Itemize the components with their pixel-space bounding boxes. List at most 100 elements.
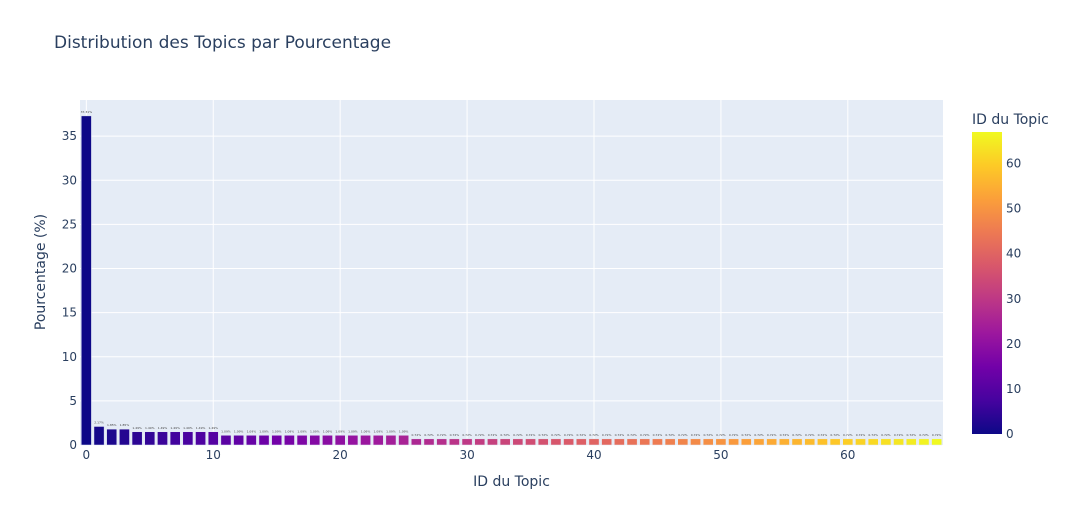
- bar-label-topic-37: 0.72%: [551, 433, 561, 437]
- bar-label-topic-19: 1.09%: [323, 429, 333, 433]
- bar-label-topic-23: 1.09%: [373, 429, 383, 433]
- bar-label-topic-15: 1.09%: [272, 429, 282, 433]
- bar-label-topic-43: 0.72%: [627, 433, 637, 437]
- bar-topic-67: [931, 438, 942, 446]
- bar-topic-45: [652, 438, 663, 446]
- bar-label-topic-29: 0.72%: [450, 433, 460, 437]
- bar-topic-32: [487, 438, 498, 446]
- bar-label-topic-39: 0.72%: [577, 433, 587, 437]
- bar-label-topic-35: 0.72%: [526, 433, 536, 437]
- bar-label-topic-54: 0.72%: [767, 433, 777, 437]
- colorbar-tick-label: 0: [1006, 427, 1014, 441]
- bar-label-topic-65: 0.72%: [907, 433, 917, 437]
- bar-label-topic-26: 0.72%: [412, 433, 422, 437]
- y-tick-label: 10: [62, 350, 77, 364]
- colorbar-tick-label: 40: [1006, 247, 1021, 261]
- bar-label-topic-56: 0.72%: [792, 433, 802, 437]
- bar-label-topic-9: 1.49%: [196, 426, 206, 430]
- bar-topic-5: [144, 431, 156, 446]
- bar-label-topic-24: 1.09%: [386, 429, 396, 433]
- bar-label-topic-4: 1.49%: [132, 426, 142, 430]
- bar-topic-18: [309, 435, 321, 446]
- bar-label-topic-25: 1.09%: [399, 429, 409, 433]
- bar-topic-38: [563, 438, 574, 446]
- bar-label-topic-33: 0.72%: [500, 433, 510, 437]
- bar-label-topic-36: 0.72%: [538, 433, 548, 437]
- bar-label-topic-47: 0.72%: [678, 433, 688, 437]
- bar-label-topic-12: 1.09%: [234, 429, 244, 433]
- plot-background: [80, 100, 943, 445]
- bar-label-topic-60: 0.72%: [843, 433, 853, 437]
- bar-topic-31: [474, 438, 486, 446]
- bar-topic-60: [842, 438, 854, 446]
- colorbar-tick-label: 60: [1006, 157, 1021, 171]
- x-tick-label: 20: [333, 448, 348, 462]
- x-tick-label: 0: [83, 448, 91, 462]
- y-axis-ticks: 0 5 10 15 20 25 30 35: [62, 129, 77, 452]
- bar-topic-6: [157, 431, 168, 446]
- bar-topic-59: [829, 438, 841, 446]
- bar-topic-58: [817, 438, 828, 446]
- bar-topic-19: [322, 435, 333, 446]
- bar-label-topic-28: 0.72%: [437, 433, 447, 437]
- bar-topic-28: [436, 438, 448, 446]
- bar-label-topic-53: 0.72%: [754, 433, 764, 437]
- bar-topic-29: [449, 438, 460, 446]
- bar-label-topic-66: 0.72%: [919, 433, 929, 437]
- bar-topic-44: [639, 438, 651, 446]
- bar-topic-24: [385, 435, 397, 446]
- y-tick-label: 0: [69, 438, 77, 452]
- bar-topic-8: [182, 431, 194, 446]
- bar-label-topic-58: 0.72%: [818, 433, 828, 437]
- bar-topic-2: [106, 428, 118, 446]
- y-axis-title: Pourcentage (%): [33, 214, 49, 330]
- bar-label-topic-3: 1.85%: [120, 423, 130, 427]
- bar-topic-22: [360, 435, 371, 446]
- bar-label-topic-30: 0.72%: [462, 433, 472, 437]
- bar-topic-0: [81, 115, 92, 446]
- bar-topic-43: [626, 438, 638, 446]
- bar-label-topic-22: 1.09%: [361, 429, 371, 433]
- bar-topic-54: [766, 438, 777, 446]
- bar-label-topic-55: 0.72%: [780, 433, 790, 437]
- bar-topic-3: [119, 428, 130, 446]
- bar-topic-23: [372, 435, 384, 446]
- bar-topic-16: [284, 435, 295, 446]
- gridlines: [80, 100, 943, 445]
- bar-topic-64: [893, 438, 904, 446]
- bar-label-topic-67: 0.72%: [932, 433, 942, 437]
- x-axis-title: ID du Topic: [473, 474, 550, 490]
- bar-topic-25: [398, 435, 409, 446]
- y-tick-label: 25: [62, 217, 77, 231]
- bar-topic-39: [575, 438, 587, 446]
- bar-topic-53: [753, 438, 765, 446]
- bar-label-topic-42: 0.72%: [615, 433, 625, 437]
- bar-label-topic-17: 1.09%: [297, 429, 307, 433]
- bar-label-topic-5: 1.49%: [145, 426, 155, 430]
- bar-topic-21: [347, 435, 359, 446]
- y-tick-label: 15: [62, 306, 77, 320]
- bar-label-topic-50: 0.72%: [716, 433, 726, 437]
- colorbar-title: ID du Topic: [972, 112, 1049, 128]
- bar-topic-13: [246, 435, 257, 446]
- bar-topic-35: [525, 438, 536, 446]
- bar-topic-14: [258, 435, 270, 446]
- bar-topic-36: [537, 438, 549, 446]
- bar-label-topic-0: 37.31%: [81, 110, 93, 114]
- bars: [81, 115, 942, 446]
- bar-label-topic-34: 0.72%: [513, 433, 523, 437]
- bar-topic-51: [728, 438, 739, 446]
- x-tick-label: 40: [586, 448, 601, 462]
- bar-topic-20: [334, 435, 346, 446]
- bar-label-topic-11: 1.09%: [221, 429, 231, 433]
- bar-topic-10: [207, 431, 219, 446]
- bar-label-topic-41: 0.72%: [602, 433, 612, 437]
- bar-topic-48: [690, 438, 701, 446]
- bar-topic-17: [296, 435, 308, 446]
- bar-label-topic-20: 1.09%: [335, 429, 345, 433]
- x-tick-label: 50: [713, 448, 728, 462]
- bar-label-topic-63: 0.72%: [881, 433, 891, 437]
- bar-topic-37: [550, 438, 562, 446]
- x-axis-ticks: 0 10 20 30 40 50 60: [83, 448, 856, 462]
- x-tick-label: 60: [840, 448, 855, 462]
